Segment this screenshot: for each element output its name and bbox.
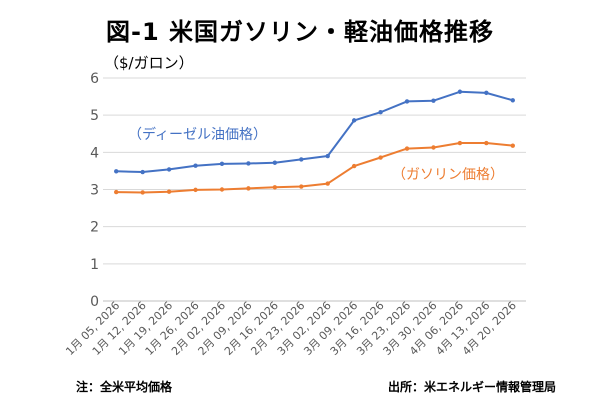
footnote: 注：全米平均価格	[76, 380, 173, 394]
data-point	[114, 169, 119, 174]
data-point	[219, 161, 225, 167]
y-tick-label: 2	[90, 220, 99, 236]
y-tick-label: 0	[90, 294, 99, 310]
data-point	[166, 189, 172, 194]
data-point	[431, 145, 436, 150]
series-line-0	[116, 90, 514, 173]
data-point	[404, 146, 410, 151]
data-point	[193, 187, 198, 193]
data-point	[484, 90, 489, 96]
data-point	[219, 187, 225, 192]
data-point	[140, 190, 145, 195]
data-point	[325, 181, 330, 186]
y-tick-label: 3	[90, 183, 99, 199]
data-point	[246, 161, 251, 166]
y-tick-label: 4	[90, 145, 99, 161]
chart-title: 図-1 米国ガソリン・軽油価格推移	[105, 18, 494, 46]
source-credit: 出所：米エネルギー情報管理局	[387, 380, 556, 394]
series-line-1	[116, 142, 513, 194]
data-point	[378, 155, 383, 160]
data-point	[510, 98, 515, 103]
data-point	[193, 163, 198, 168]
series-label-1: （ガソリン価格）	[392, 167, 504, 183]
data-point	[378, 109, 383, 115]
data-point	[510, 143, 515, 148]
data-point	[351, 163, 357, 169]
data-point	[325, 153, 330, 159]
data-point	[299, 157, 304, 162]
data-point	[457, 140, 463, 146]
series-layer	[114, 89, 515, 195]
data-point	[114, 189, 119, 195]
y-unit-label: （$/ガロン）	[104, 54, 194, 72]
y-tick-label: 6	[90, 71, 99, 87]
data-point	[431, 98, 436, 103]
data-point	[299, 184, 304, 189]
gridlines	[103, 77, 526, 302]
data-point	[404, 99, 410, 104]
y-tick-label: 1	[90, 257, 99, 273]
data-point	[351, 118, 357, 123]
series-label-0: （ディーゼル油価格）	[128, 126, 267, 143]
series-labels: （ディーゼル油価格） （ガソリン価格）	[128, 126, 504, 183]
data-point	[166, 167, 172, 172]
y-tick-label: 5	[90, 108, 99, 124]
data-point	[484, 140, 489, 146]
data-point	[457, 89, 463, 94]
data-point	[140, 169, 145, 175]
data-point	[272, 185, 278, 190]
data-point	[246, 186, 251, 191]
y-axis-ticks: 0 1 2 3 4 5 6	[90, 71, 99, 310]
data-point	[272, 160, 278, 165]
